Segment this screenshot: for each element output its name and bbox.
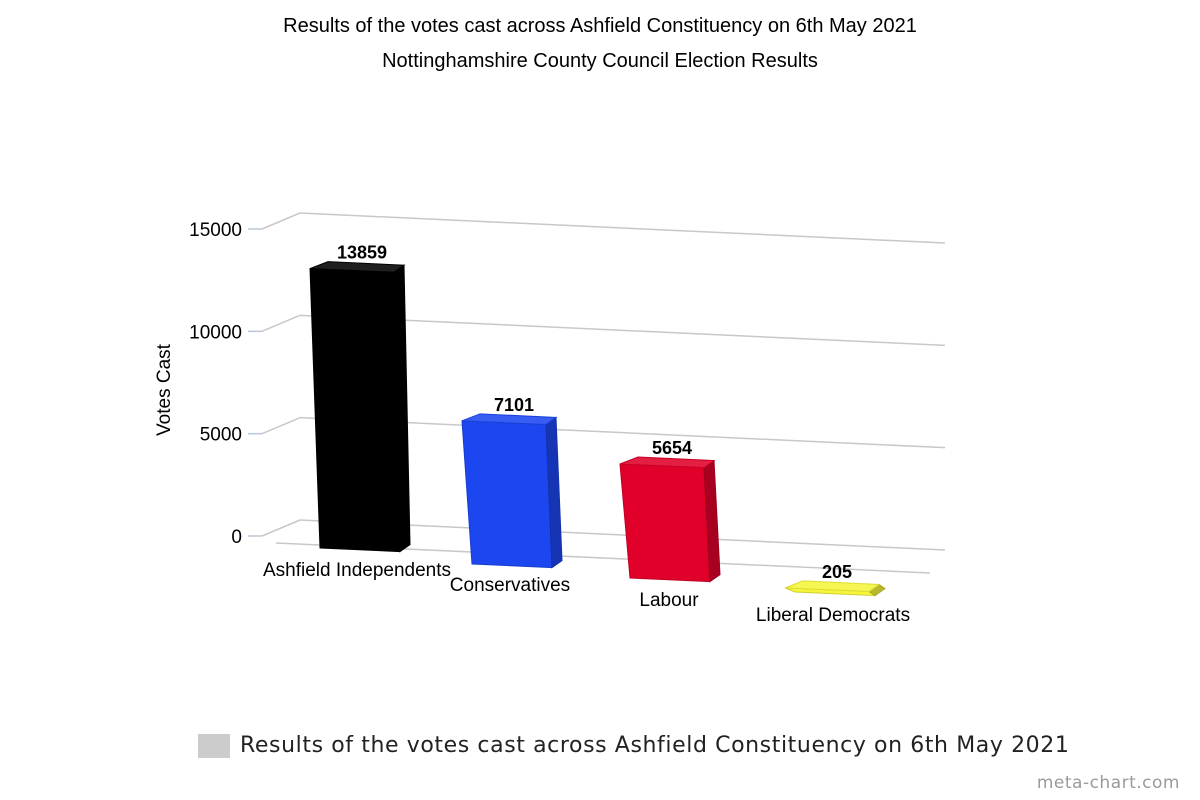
bar-value-label: 7101: [494, 395, 534, 415]
grid-side-line: [261, 416, 301, 435]
x-tick-label: Ashfield Independents: [263, 560, 451, 581]
watermark: meta-chart.com: [1036, 773, 1180, 793]
y-tick-label: 0: [231, 527, 242, 548]
bar-value-label: 13859: [337, 243, 387, 263]
grid-side-line: [261, 212, 301, 230]
bar: [619, 463, 711, 583]
grid-line: [299, 314, 946, 347]
grid-side-line: [261, 519, 301, 537]
y-tick-label: 5000: [200, 425, 242, 446]
x-tick-label: Conservatives: [450, 575, 570, 596]
bar-value-label: 5654: [652, 438, 692, 458]
y-axis-label: Votes Cast: [154, 343, 175, 436]
chart-subtitle: Nottinghamshire County Council Election …: [382, 50, 818, 72]
bar-top: [461, 413, 558, 425]
bar-top: [309, 261, 406, 273]
x-tick-label: Liberal Democrats: [756, 605, 910, 626]
y-tick-label: 15000: [189, 220, 242, 241]
bar-top: [784, 580, 881, 592]
y-tick-label: 10000: [189, 322, 242, 343]
x-tick-label: Labour: [639, 590, 699, 611]
chart-title: Results of the votes cast across Ashfiel…: [283, 15, 917, 37]
legend-label: Results of the votes cast across Ashfiel…: [240, 733, 1070, 758]
bar: [461, 420, 553, 569]
bar: [309, 268, 401, 553]
legend-swatch: [198, 733, 230, 758]
grid-side-line: [261, 314, 301, 333]
bar-top: [619, 456, 716, 469]
bar-value-label: 205: [822, 562, 852, 582]
legend[interactable]: Results of the votes cast across Ashfiel…: [198, 733, 1069, 758]
grid-line: [299, 212, 946, 244]
